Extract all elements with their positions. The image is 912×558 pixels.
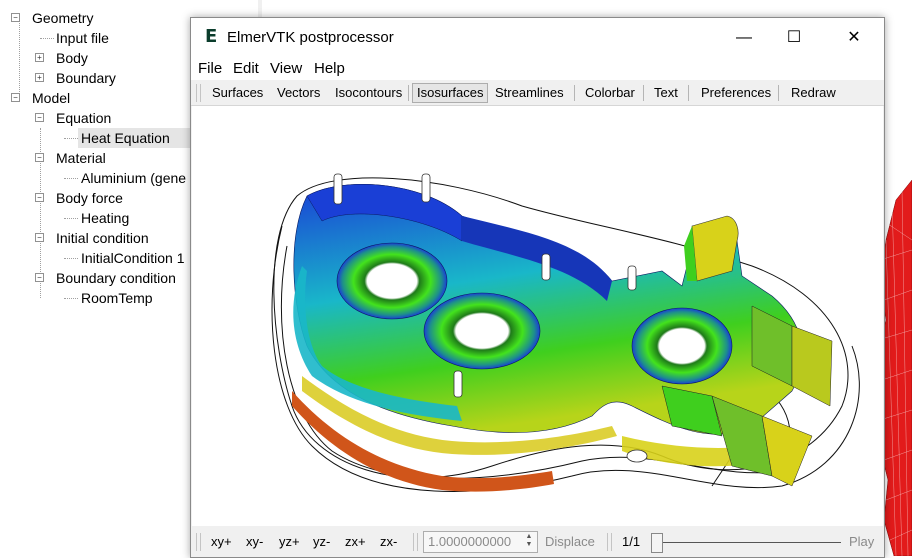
tree-item-input-file[interactable]: Input file xyxy=(56,30,109,46)
toolbar-grip[interactable] xyxy=(413,533,418,551)
tree-line xyxy=(40,38,54,39)
frame-slider-track[interactable] xyxy=(661,542,841,543)
model-tree: − Geometry Input file + Body + Boundary … xyxy=(0,0,200,556)
tree-selection-highlight xyxy=(78,128,190,148)
tree-item-body-force[interactable]: Body force xyxy=(56,190,123,206)
toolbar-separator xyxy=(643,85,644,101)
menu-file[interactable]: File xyxy=(198,60,223,77)
colorbar-button[interactable]: Colorbar xyxy=(585,85,635,100)
isosurfaces-button[interactable]: Isosurfaces xyxy=(412,83,489,103)
collapse-icon[interactable]: − xyxy=(35,153,44,162)
displace-factor-spinbox[interactable]: 1.0000000000 ▲ ▼ xyxy=(423,531,538,553)
tree-item-boundary[interactable]: Boundary xyxy=(56,70,116,86)
frame-slider-handle[interactable] xyxy=(651,533,663,553)
tree-item-model[interactable]: Model xyxy=(32,90,71,106)
view-zx-plus-button[interactable]: zx+ xyxy=(345,534,366,549)
expand-icon[interactable]: + xyxy=(35,53,44,62)
toolbar: Surfaces Vectors Isocontours Isosurfaces… xyxy=(191,81,884,106)
displace-button[interactable]: Displace xyxy=(545,534,595,549)
window-title: ElmerVTK postprocessor xyxy=(227,29,394,46)
toolbar-separator xyxy=(778,85,779,101)
view-yz-plus-button[interactable]: yz+ xyxy=(279,534,300,549)
toolbar-grip[interactable] xyxy=(607,533,612,551)
tree-line xyxy=(40,128,41,298)
tree-line xyxy=(19,20,20,98)
tree-item-heat-equation[interactable]: Heat Equation xyxy=(81,130,170,146)
isocontours-button[interactable]: Isocontours xyxy=(335,85,403,100)
tree-line xyxy=(64,298,78,299)
collapse-icon[interactable]: − xyxy=(35,273,44,282)
menu-edit[interactable]: Edit xyxy=(233,60,259,77)
tree-item-geometry[interactable]: Geometry xyxy=(32,10,94,26)
tree-item-aluminium[interactable]: Aluminium (gene xyxy=(81,170,187,186)
frame-counter: 1/1 xyxy=(622,534,641,549)
view-zx-minus-button[interactable]: zx- xyxy=(380,534,398,549)
streamlines-button[interactable]: Streamlines xyxy=(495,85,564,100)
tree-item-initial-condition[interactable]: Initial condition xyxy=(56,230,149,246)
collapse-icon[interactable]: − xyxy=(11,93,20,102)
tree-item-heating[interactable]: Heating xyxy=(81,210,130,226)
play-button[interactable]: Play xyxy=(849,534,875,549)
tree-line xyxy=(64,218,78,219)
bottom-toolbar: xy+ xy- yz+ yz- zx+ zx- 1.0000000000 ▲ ▼ … xyxy=(191,528,884,557)
menu-bar: File Edit View Help xyxy=(191,58,884,80)
tree-item-equation[interactable]: Equation xyxy=(56,110,112,126)
tree-item-material[interactable]: Material xyxy=(56,150,106,166)
tree-line xyxy=(64,138,78,139)
menu-view[interactable]: View xyxy=(270,60,303,77)
close-button[interactable]: ✕ xyxy=(847,29,861,46)
tree-line xyxy=(64,258,78,259)
toolbar-separator xyxy=(688,85,689,101)
elmer-app-icon: E xyxy=(205,26,218,47)
tree-item-body[interactable]: Body xyxy=(56,50,88,66)
preferences-button[interactable]: Preferences xyxy=(701,85,772,100)
expand-icon[interactable]: + xyxy=(35,73,44,82)
tree-item-boundary-condition[interactable]: Boundary condition xyxy=(56,270,176,286)
elmervtk-window: E ElmerVTK postprocessor — ☐ ✕ File Edit… xyxy=(190,17,885,558)
view-yz-minus-button[interactable]: yz- xyxy=(313,534,331,549)
view-xy-plus-button[interactable]: xy+ xyxy=(211,534,232,549)
toolbar-grip[interactable] xyxy=(196,84,201,102)
toolbar-separator xyxy=(408,85,409,101)
collapse-icon[interactable]: − xyxy=(11,13,20,22)
displace-factor-value[interactable]: 1.0000000000 xyxy=(428,534,512,549)
tree-line xyxy=(64,178,78,179)
isosurface-rendering[interactable] xyxy=(192,106,883,526)
text-button[interactable]: Text xyxy=(654,85,678,100)
menu-help[interactable]: Help xyxy=(314,60,345,77)
redraw-button[interactable]: Redraw xyxy=(791,85,836,100)
collapse-icon[interactable]: − xyxy=(35,233,44,242)
tree-item-roomtemp[interactable]: RoomTemp xyxy=(81,290,153,306)
surfaces-button[interactable]: Surfaces xyxy=(212,85,264,100)
minimize-button[interactable]: — xyxy=(736,29,752,46)
render-viewport[interactable] xyxy=(192,106,883,526)
maximize-button[interactable]: ☐ xyxy=(786,29,802,46)
title-bar[interactable]: E ElmerVTK postprocessor — ☐ ✕ xyxy=(191,18,884,58)
collapse-icon[interactable]: − xyxy=(35,193,44,202)
toolbar-separator xyxy=(574,85,575,101)
spin-arrows-icon[interactable]: ▲ ▼ xyxy=(525,533,533,548)
view-xy-minus-button[interactable]: xy- xyxy=(246,534,264,549)
collapse-icon[interactable]: − xyxy=(35,113,44,122)
vectors-button[interactable]: Vectors xyxy=(277,85,321,100)
tree-item-initialcondition-1[interactable]: InitialCondition 1 xyxy=(81,250,185,266)
toolbar-grip[interactable] xyxy=(196,533,201,551)
